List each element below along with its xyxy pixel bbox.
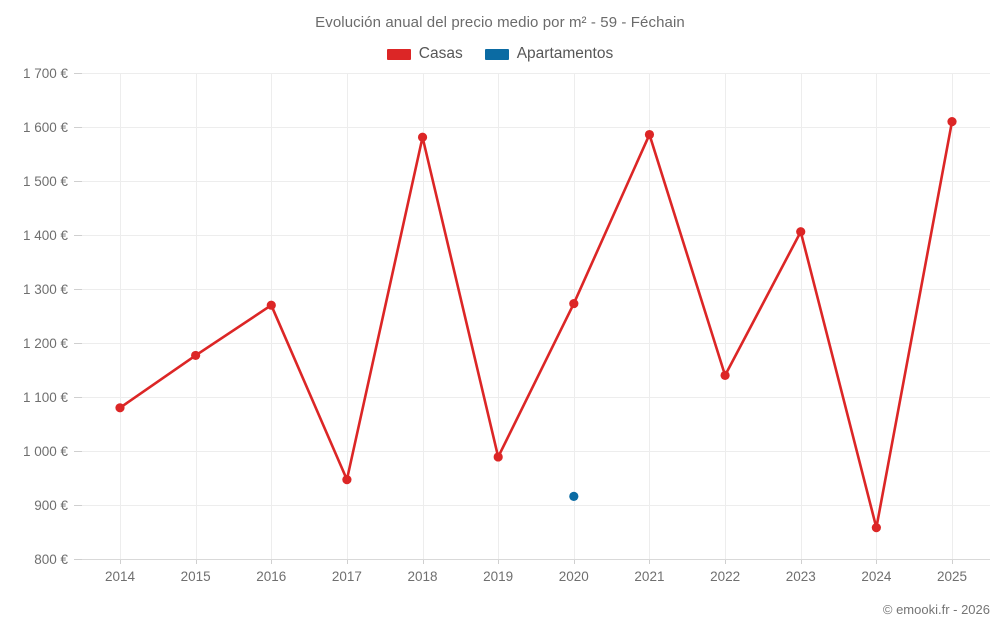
data-point-marker[interactable] bbox=[342, 475, 352, 485]
y-tick-label: 1 400 € bbox=[23, 228, 69, 243]
y-tick-label: 1 200 € bbox=[23, 336, 69, 351]
data-point-marker[interactable] bbox=[493, 452, 503, 462]
x-tick-label: 2023 bbox=[786, 569, 816, 584]
y-tick-label: 1 600 € bbox=[23, 120, 69, 135]
y-axis-tick-labels: 800 € 900 € 1 000 € 1 100 € 1 200 € 1 300 € 1 … bbox=[23, 66, 69, 567]
legend-swatch-icon bbox=[386, 48, 411, 60]
x-tick-label: 2019 bbox=[483, 569, 513, 584]
y-tick-label: 1 100 € bbox=[23, 390, 69, 405]
x-tick-label: 2017 bbox=[332, 569, 362, 584]
legend-item-apartamentos[interactable]: Apartamentos bbox=[484, 45, 614, 63]
x-tick-label: 2021 bbox=[634, 569, 664, 584]
chart-legend: Casas Apartamentos bbox=[0, 45, 1000, 63]
data-point-marker[interactable] bbox=[871, 523, 881, 533]
y-tick-label: 900 € bbox=[34, 498, 68, 513]
axis-lines bbox=[74, 73, 990, 560]
legend-label: Casas bbox=[418, 45, 463, 62]
data-point-marker[interactable] bbox=[947, 117, 957, 127]
x-tick-label: 2025 bbox=[937, 569, 967, 584]
legend-swatch-icon bbox=[484, 48, 509, 60]
data-point-marker[interactable] bbox=[115, 403, 125, 413]
y-tick-label: 1 500 € bbox=[23, 174, 69, 189]
x-axis-tick-labels: 2014 2015 2016 2017 2018 2019 2020 2021 2022 2023… bbox=[105, 569, 967, 584]
legend-item-casas[interactable]: Casas bbox=[386, 45, 463, 63]
data-point-marker[interactable] bbox=[569, 298, 579, 309]
data-point-marker[interactable] bbox=[266, 300, 276, 310]
gridlines bbox=[82, 73, 990, 564]
x-tick-label: 2020 bbox=[559, 569, 589, 584]
data-series bbox=[115, 117, 957, 533]
y-tick-label: 1 300 € bbox=[23, 282, 69, 297]
x-tick-label: 2015 bbox=[181, 569, 211, 584]
x-tick-label: 2014 bbox=[105, 569, 136, 584]
y-tick-label: 800 € bbox=[34, 552, 68, 567]
legend-label: Apartamentos bbox=[516, 45, 614, 62]
series-line bbox=[118, 120, 954, 529]
data-point-marker[interactable] bbox=[191, 350, 201, 361]
data-point-marker[interactable] bbox=[720, 370, 730, 380]
data-point-marker[interactable] bbox=[796, 227, 806, 237]
y-tick-label: 1 700 € bbox=[23, 66, 69, 81]
chart-credit: © emooki.fr - 2026 bbox=[882, 602, 990, 617]
data-point-marker[interactable] bbox=[644, 129, 655, 140]
x-tick-label: 2018 bbox=[408, 569, 438, 584]
chart-title: Evolución anual del precio medio por m² … bbox=[315, 14, 685, 31]
data-point-marker[interactable] bbox=[417, 132, 428, 142]
x-tick-label: 2024 bbox=[861, 569, 892, 584]
x-tick-label: 2016 bbox=[256, 569, 286, 584]
x-tick-label: 2022 bbox=[710, 569, 740, 584]
data-point-marker[interactable] bbox=[569, 491, 579, 501]
y-tick-label: 1 000 € bbox=[23, 444, 69, 459]
